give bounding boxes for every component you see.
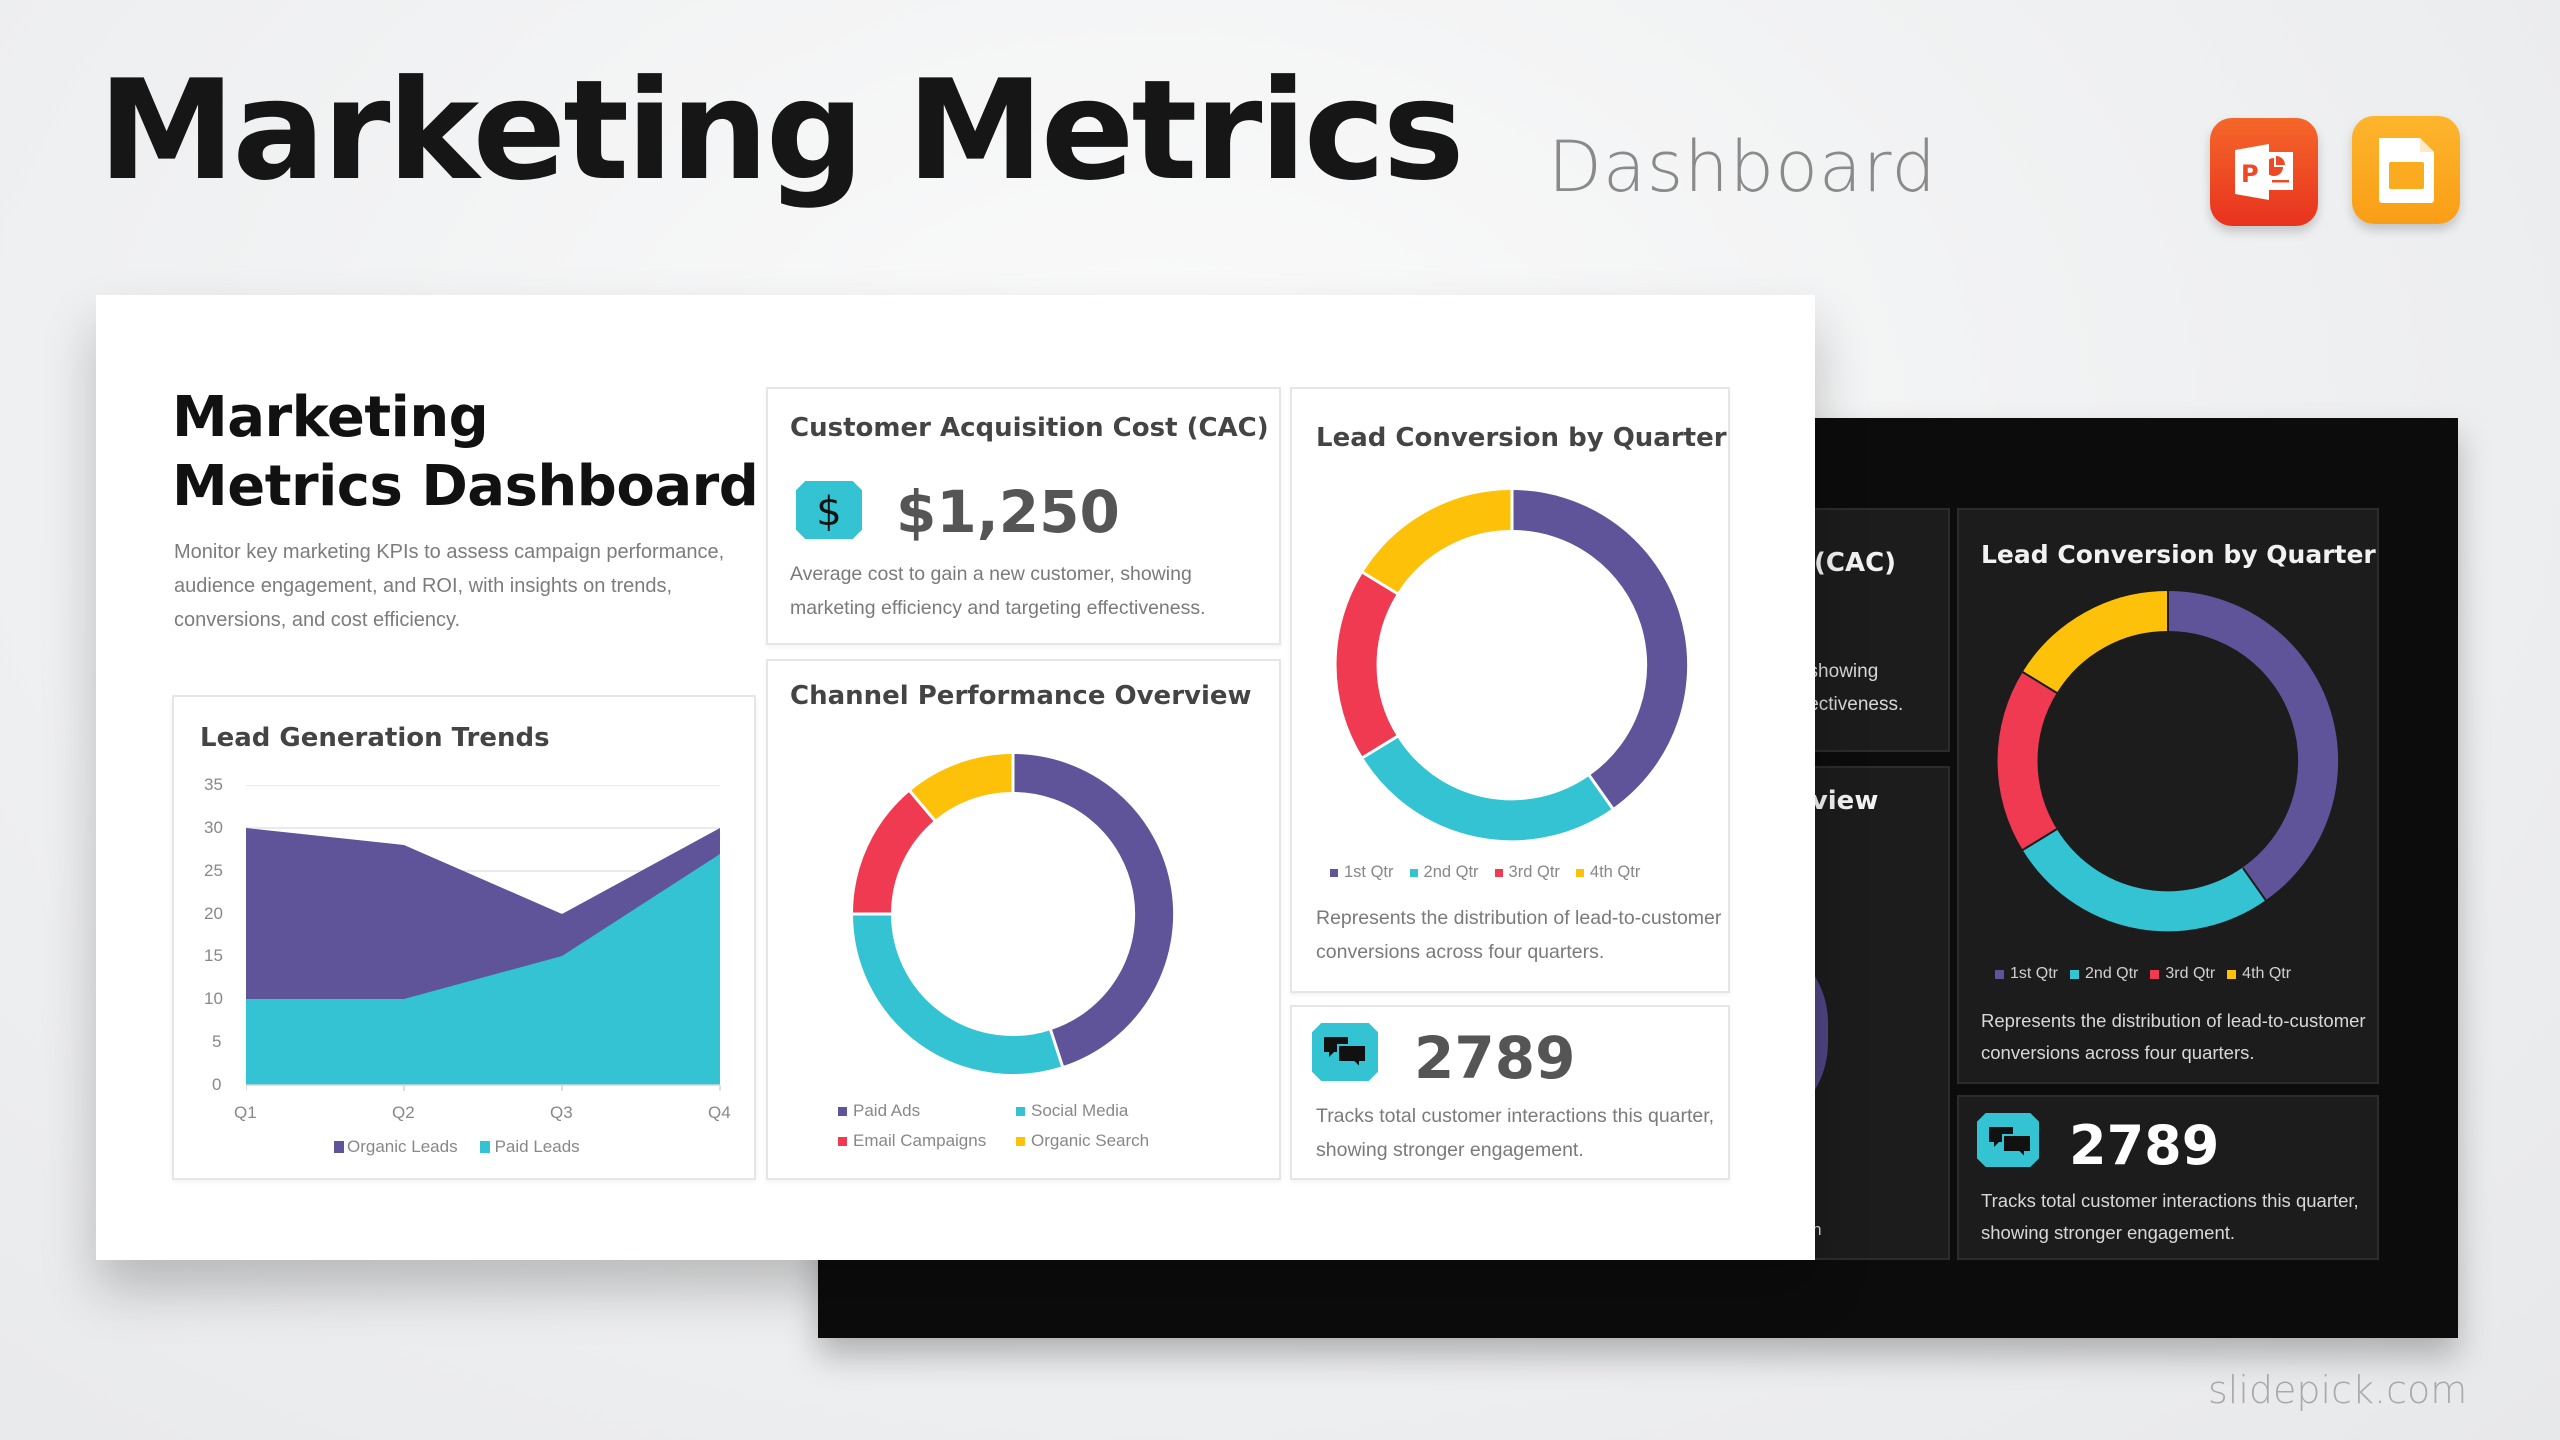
lead-conversion-legend: 1st Qtr 2nd Qtr 3rd Qtr 4th Qtr <box>1330 863 1640 882</box>
lead-conversion-title: Lead Conversion by Quarter <box>1316 423 1727 453</box>
x-tick: Q1 <box>234 1103 257 1122</box>
y-tick: 35 <box>204 775 223 794</box>
slide-description: Monitor key marketing KPIs to assess cam… <box>174 541 725 631</box>
legend-item: Organic Leads <box>334 1137 458 1157</box>
svg-text:P: P <box>2241 160 2259 188</box>
y-tick: 15 <box>204 946 223 965</box>
slide-title: Marketing Metrics Dashboard <box>172 383 759 521</box>
slide-title-line-1: Marketing <box>172 385 489 450</box>
lead-conversion-donut <box>1336 489 1688 841</box>
watermark: slidepick.com <box>2208 1368 2468 1412</box>
dark-cac-desc-1: , showing <box>1798 661 1879 682</box>
x-tick: Q2 <box>392 1103 415 1122</box>
legend-item: 2nd Qtr <box>1409 863 1479 882</box>
interactions-description: Tracks total customer interactions this … <box>1316 1105 1715 1161</box>
y-tick: 5 <box>212 1032 222 1051</box>
cac-description: Average cost to gain a new customer, sho… <box>790 563 1206 619</box>
lead-generation-title: Lead Generation Trends <box>200 723 550 753</box>
legend-item: 1st Qtr <box>1995 965 2058 983</box>
interactions-value: 2789 <box>1414 1024 1576 1092</box>
lead-generation-card: Lead Generation Trends 35 <box>172 695 756 1180</box>
light-slide-preview[interactable]: Marketing Metrics Dashboard Monitor key … <box>96 295 1815 1260</box>
legend-item: 1st Qtr <box>1330 863 1394 882</box>
lead-generation-legend: Organic Leads Paid Leads <box>334 1137 580 1157</box>
x-tick: Q3 <box>550 1103 573 1122</box>
legend-item: 2nd Qtr <box>2070 965 2138 983</box>
dark-lead-conversion-card: Lead Conversion by Quarter 1st Qtr 2nd Q… <box>1957 508 2379 1084</box>
chat-bubbles-icon <box>1977 1113 2039 1167</box>
interactions-card: 2789 Tracks total customer interactions … <box>1290 1005 1730 1180</box>
channel-performance-donut <box>851 752 1174 1074</box>
svg-text:$: $ <box>816 489 841 535</box>
dark-cac-card: (CAC) , showing ffectiveness. <box>1798 508 1950 752</box>
google-slides-icon[interactable] <box>2352 116 2460 224</box>
legend-item: Paid Leads <box>479 1137 580 1157</box>
legend-item: Paid Ads <box>838 1101 1016 1121</box>
page-title: Marketing Metrics <box>98 50 1465 211</box>
dark-channel-card: rview a rch <box>1738 766 1950 1260</box>
slide-title-line-2: Metrics Dashboard <box>172 454 759 519</box>
page-subtitle: Dashboard <box>1548 126 1937 208</box>
x-tick: Q4 <box>708 1103 731 1122</box>
dark-cac-title: (CAC) <box>1814 548 1897 578</box>
dark-interactions-desc: Tracks total customer interactions this … <box>1981 1190 2359 1243</box>
dark-interactions-value: 2789 <box>2069 1114 2220 1177</box>
cac-value: $1,250 <box>896 478 1120 546</box>
legend-item: 3rd Qtr <box>2150 965 2215 983</box>
channel-performance-title: Channel Performance Overview <box>790 681 1252 711</box>
cac-title: Customer Acquisition Cost (CAC) <box>790 413 1269 443</box>
y-tick: 0 <box>212 1075 222 1094</box>
dark-lead-conversion-legend: 1st Qtr 2nd Qtr 3rd Qtr 4th Qtr <box>1995 965 2291 983</box>
legend-item: 4th Qtr <box>1575 863 1640 882</box>
lead-conversion-description: Represents the distribution of lead-to-c… <box>1316 907 1722 963</box>
dark-cac-desc-2: ffectiveness. <box>1798 694 1904 715</box>
y-tick: 25 <box>204 861 223 880</box>
legend-item: 3rd Qtr <box>1494 863 1560 882</box>
channel-performance-legend: Paid Ads Social Media Email Campaigns Or… <box>838 1101 1218 1151</box>
dark-interactions-card: 2789 Tracks total customer interactions … <box>1957 1095 2379 1260</box>
y-tick: 20 <box>204 904 223 923</box>
chat-bubbles-icon <box>1312 1023 1378 1081</box>
y-tick: 30 <box>204 818 223 837</box>
dollar-icon: $ <box>796 481 862 539</box>
dark-lead-conversion-title: Lead Conversion by Quarter <box>1981 540 2376 569</box>
lead-conversion-card: Lead Conversion by Quarter 1st Qtr 2nd Q… <box>1290 387 1730 993</box>
dark-lead-conversion-desc: Represents the distribution of lead-to-c… <box>1981 1010 2366 1063</box>
dark-lead-conversion-donut <box>1997 590 2339 932</box>
legend-item: Organic Search <box>1016 1131 1149 1151</box>
cac-card: Customer Acquisition Cost (CAC) $ $1,250… <box>766 387 1281 645</box>
channel-performance-card: Channel Performance Overview Paid Ads So… <box>766 659 1281 1180</box>
legend-item: Social Media <box>1016 1101 1128 1121</box>
legend-item: Email Campaigns <box>838 1131 1016 1151</box>
legend-item: 4th Qtr <box>2227 965 2291 983</box>
y-tick: 10 <box>204 989 223 1008</box>
lead-generation-area-chart <box>246 785 721 1091</box>
powerpoint-icon[interactable]: P <box>2210 118 2318 226</box>
